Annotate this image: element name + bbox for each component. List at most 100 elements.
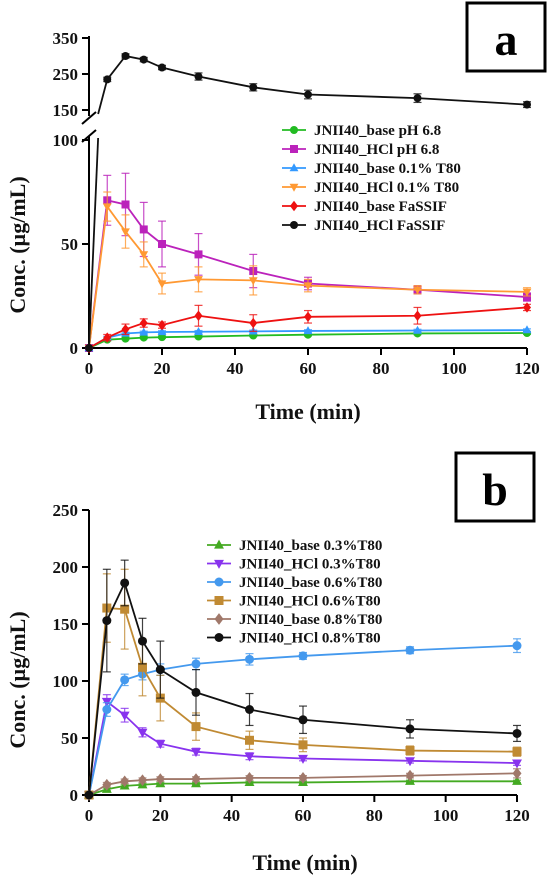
series-line (88, 199, 528, 349)
series-line (88, 699, 518, 796)
data-point (303, 282, 313, 291)
legend-label: JNII40_HCl pH 6.8 (314, 142, 439, 158)
legend-marker (289, 163, 299, 172)
data-point (194, 72, 203, 81)
data-point (523, 293, 531, 302)
x-tick-label: 120 (504, 806, 530, 825)
data-point (244, 752, 255, 762)
data-point (413, 286, 422, 295)
panel-a-ylabel: Conc. (µg/mL) (5, 176, 30, 313)
data-point (249, 317, 258, 329)
x-tick-label: 60 (295, 806, 312, 825)
data-point (139, 225, 148, 234)
data-point (138, 636, 147, 646)
panel-b-ylabel: Conc. (µg/mL) (5, 611, 30, 748)
legend-marker (214, 539, 224, 549)
data-point (512, 775, 522, 785)
legend-label: JNII40_base 0.6%T80 (239, 575, 382, 591)
legend-marker (290, 126, 298, 134)
data-point (121, 52, 130, 60)
data-point (191, 773, 201, 785)
data-point (405, 724, 415, 734)
panel-b-label: b (482, 464, 508, 515)
data-point (102, 616, 112, 626)
data-point (249, 83, 258, 92)
series-4 (84, 767, 522, 801)
data-point (413, 325, 422, 334)
chart-panel-b: b Conc. (µg/mL) Time (min) 0 20 40 60 80 100 1… (5, 451, 536, 875)
data-point (85, 344, 93, 352)
legend-label: JNII40_HCl 0.6%T80 (239, 594, 381, 610)
y-tick-label: 0 (70, 786, 79, 805)
data-point (119, 711, 130, 721)
data-point (245, 705, 254, 714)
data-point (304, 311, 312, 322)
data-point (137, 728, 148, 738)
legend-marker (290, 221, 298, 229)
y-tick-label: 50 (61, 729, 78, 748)
legend-label: JNII40_HCl FaSSIF (314, 218, 445, 234)
data-point (194, 250, 203, 259)
y-tick-label: 0 (70, 339, 79, 358)
chart-panel-a: a Conc. (µg/mL) Time (min) 0 20 40 60 80 100 1… (5, 1, 547, 424)
data-point (194, 310, 203, 321)
data-point (158, 240, 166, 248)
data-point (523, 100, 531, 109)
panel-a-xlabel: Time (min) (255, 399, 360, 424)
data-point (120, 578, 130, 588)
panel-b-xlabel: Time (min) (252, 850, 357, 875)
data-point (298, 754, 308, 764)
legend-marker (214, 577, 224, 587)
legend-marker (290, 145, 298, 153)
series-5 (84, 559, 522, 800)
y-tick-label: 250 (53, 501, 79, 520)
data-point (103, 75, 112, 84)
data-point (120, 675, 130, 685)
data-point (405, 757, 415, 767)
panel-b-label-box (454, 451, 536, 523)
data-point (103, 332, 112, 343)
data-point (245, 654, 254, 664)
data-point (139, 327, 149, 336)
series-line (88, 204, 528, 349)
x-tick-label: 20 (154, 359, 171, 378)
x-tick-label: 100 (433, 806, 459, 825)
data-point (245, 772, 254, 784)
series-line (88, 306, 528, 349)
data-point (102, 203, 112, 212)
series-1 (85, 172, 531, 352)
data-point (298, 740, 308, 750)
data-point (298, 651, 308, 661)
data-point (121, 200, 130, 209)
legend-label: JNII40_base 0.8%T80 (239, 612, 382, 628)
data-point (138, 662, 147, 672)
y-tick-label: 350 (53, 29, 79, 48)
data-point (139, 55, 148, 64)
x-tick-label: 20 (152, 806, 169, 825)
data-point (413, 94, 422, 103)
data-point (157, 280, 167, 289)
series-line (88, 580, 518, 796)
data-point (155, 665, 165, 675)
x-tick-label: 120 (514, 359, 540, 378)
series-line (88, 644, 518, 796)
data-point (512, 747, 522, 757)
x-tick-label: 40 (223, 806, 240, 825)
data-point (522, 288, 532, 297)
series-line (88, 780, 517, 796)
data-point (157, 327, 167, 336)
data-point (298, 772, 308, 784)
panel-a-label: a (495, 14, 518, 65)
data-point (191, 687, 201, 697)
data-point (245, 735, 254, 745)
legend-label: JNII40_base FaSSIF (314, 199, 447, 215)
data-point (139, 317, 148, 329)
data-point (405, 746, 415, 756)
data-point (155, 773, 165, 785)
data-point (304, 90, 312, 99)
x-tick-label: 80 (366, 806, 383, 825)
data-point (512, 759, 522, 769)
y-tick-label: 200 (53, 558, 79, 577)
legend-label: JNII40_base 0.1% T80 (314, 161, 461, 177)
